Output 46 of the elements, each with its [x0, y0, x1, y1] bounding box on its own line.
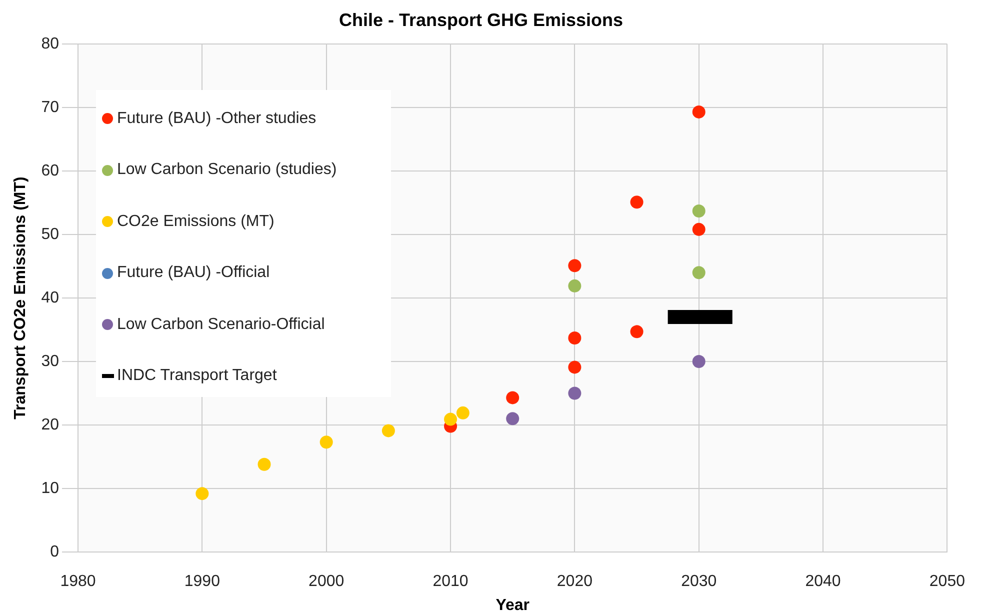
point — [692, 266, 706, 280]
point — [692, 355, 706, 368]
x-tick-label: 1990 — [184, 573, 220, 590]
point — [692, 105, 706, 118]
x-tick-label: 2030 — [681, 573, 717, 590]
y-tick-label: 60 — [41, 162, 60, 180]
point — [692, 204, 706, 218]
point — [382, 424, 395, 438]
point — [630, 196, 644, 209]
legend-label: Future (BAU) -Other studies — [117, 110, 316, 128]
y-tick-label: 80 — [41, 35, 60, 52]
chart-title: Chile - Transport GHG Emissions — [338, 10, 624, 30]
x-tick-label: 2010 — [432, 573, 468, 590]
x-tick-label: 2000 — [308, 573, 344, 590]
x-tick-label: 2040 — [805, 573, 841, 590]
legend-label: Future (BAU) -Official — [117, 264, 270, 282]
x-axis-title: Year — [496, 596, 530, 614]
y-tick-label: 10 — [41, 480, 60, 497]
point — [320, 436, 333, 449]
point — [568, 360, 582, 374]
point — [692, 222, 706, 236]
point — [456, 406, 470, 420]
y-tick-label: 0 — [50, 543, 60, 560]
point — [506, 391, 520, 404]
point — [630, 325, 644, 338]
legend-label: Low Carbon Scenario-Official — [117, 316, 325, 334]
y-tick-label: 30 — [41, 352, 60, 370]
legend-label: Low Carbon Scenario (studies) — [117, 161, 337, 180]
x-tick-label: 2050 — [929, 573, 966, 590]
y-tick-label: 50 — [41, 226, 60, 243]
y-tick-label: 40 — [41, 289, 60, 306]
point — [444, 412, 458, 426]
point — [196, 487, 209, 500]
point — [568, 259, 582, 272]
point — [258, 458, 271, 471]
legend-label: INDC Transport Target — [117, 367, 277, 386]
point — [568, 332, 582, 345]
x-tick-label: 1980 — [60, 573, 96, 590]
y-axis-title: Transport CO2e Emissions (MT) — [12, 176, 30, 420]
y-tick-label: 70 — [41, 98, 60, 116]
x-tick-label: 2020 — [556, 573, 593, 590]
point — [568, 279, 582, 292]
point — [568, 386, 582, 400]
y-tick-label: 20 — [41, 416, 60, 434]
legend-label: CO2e Emissions (MT) — [117, 212, 274, 231]
point — [506, 412, 520, 426]
